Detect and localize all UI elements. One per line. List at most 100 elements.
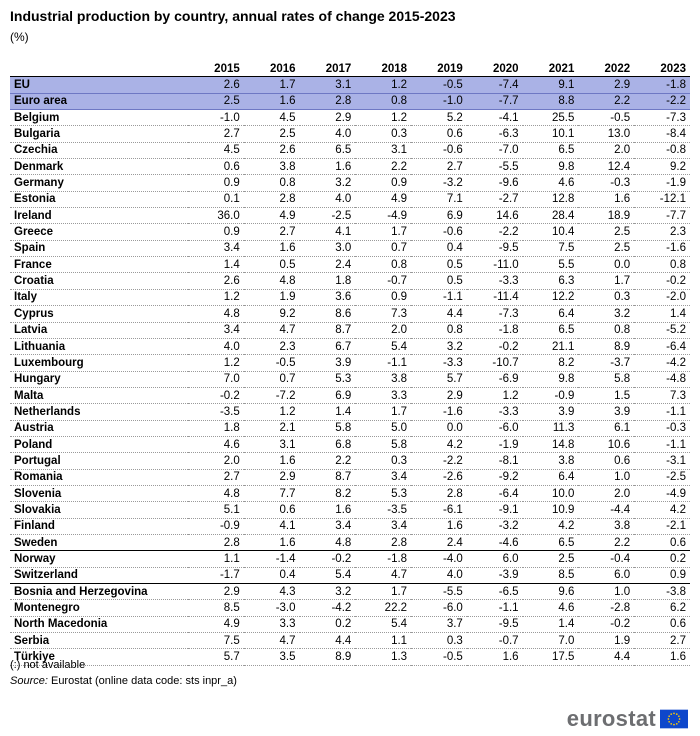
value-cell: 1.6 <box>243 240 300 258</box>
value-cell: 3.4 <box>188 240 244 258</box>
value-cell: 8.7 <box>299 469 356 486</box>
value-cell: -9.5 <box>466 616 523 634</box>
table-row: Norway 1.1 -1.4 -0.2 -1.8 -4.0 6.0 2.5 -0.4 0.2 <box>10 550 690 568</box>
value-cell: 2.7 <box>634 632 690 650</box>
footnote: (:) not available <box>10 659 86 671</box>
source-text: Eurostat (online data code: sts inpr_a) <box>47 675 237 687</box>
value-cell: 3.3 <box>355 387 412 405</box>
value-cell: 6.5 <box>522 534 579 552</box>
value-cell: 11.3 <box>522 420 579 437</box>
table-row: Luxembourg 1.2 -0.5 3.9 -1.1 -3.3 -10.7 8.2 -3.7… <box>10 354 690 372</box>
value-cell: 2.6 <box>188 272 244 290</box>
value-cell: 1.7 <box>355 403 412 421</box>
value-cell: 4.1 <box>299 223 356 241</box>
value-cell: 1.6 <box>411 518 467 535</box>
value-cell: -4.8 <box>634 371 690 388</box>
value-cell: 9.8 <box>522 158 579 176</box>
flag-star <box>668 715 670 718</box>
value-cell: -3.0 <box>243 599 300 617</box>
value-cell: 4.6 <box>188 436 244 454</box>
value-cell: 6.2 <box>634 599 690 617</box>
value-cell: -7.0 <box>466 142 523 160</box>
country-name: Germany <box>10 174 188 192</box>
flag-star <box>678 720 680 723</box>
value-cell: 28.4 <box>522 207 579 225</box>
table-row: Germany 0.9 0.8 3.2 0.9 -3.2 -9.6 4.6 -0.3 -1.9 <box>10 174 690 192</box>
value-cell: 5.7 <box>188 648 244 666</box>
value-cell: -0.2 <box>634 272 690 290</box>
value-cell: 3.5 <box>243 648 300 666</box>
value-cell: 4.9 <box>355 191 412 209</box>
value-cell: 2.9 <box>411 387 467 405</box>
value-cell: -0.9 <box>522 387 579 405</box>
value-cell: 2.3 <box>243 338 300 356</box>
country-name: Slovenia <box>10 485 188 503</box>
value-cell: 1.9 <box>578 632 635 650</box>
value-cell: -3.5 <box>355 501 412 519</box>
value-cell: 6.9 <box>411 207 467 225</box>
value-cell: 7.1 <box>411 191 467 209</box>
value-cell: 7.3 <box>355 305 412 323</box>
value-cell: 6.5 <box>299 142 356 160</box>
value-cell: 1.4 <box>522 616 579 634</box>
value-cell: 0.6 <box>634 616 690 634</box>
value-cell: -0.2 <box>299 550 356 568</box>
value-cell: -0.2 <box>466 338 523 356</box>
value-cell: -0.6 <box>411 223 467 241</box>
value-cell: 4.9 <box>243 207 300 225</box>
country-name: Hungary <box>10 371 188 388</box>
value-cell: 2.2 <box>578 93 635 111</box>
value-cell: 1.2 <box>355 76 412 94</box>
country-name: Finland <box>10 518 188 535</box>
value-cell: -6.5 <box>466 582 523 601</box>
country-name: Greece <box>10 223 188 241</box>
value-cell: 1.2 <box>243 403 300 421</box>
header-year: 2018 <box>355 61 412 78</box>
value-cell: 1.6 <box>578 191 635 209</box>
value-cell: 0.8 <box>355 93 412 111</box>
country-name: Portugal <box>10 452 188 470</box>
value-cell: 10.4 <box>522 223 579 241</box>
value-cell: -3.2 <box>411 174 467 192</box>
table-row: Spain 3.4 1.6 3.0 0.7 0.4 -9.5 7.5 2.5 -1.6 <box>10 240 690 258</box>
value-cell: 6.8 <box>299 436 356 454</box>
value-cell: 4.1 <box>243 518 300 535</box>
value-cell: 8.5 <box>522 567 579 585</box>
value-cell: -8.4 <box>634 125 690 143</box>
table-row: Sweden 2.8 1.6 4.8 2.8 2.4 -4.6 6.5 2.2 0.6 <box>10 534 690 552</box>
value-cell: -9.6 <box>466 174 523 192</box>
table-row: Cyprus 4.8 9.2 8.6 7.3 4.4 -7.3 6.4 3.2 1.4 <box>10 305 690 323</box>
value-cell: 2.9 <box>578 76 635 94</box>
value-cell: 0.4 <box>411 240 467 258</box>
header-row: 2015 2016 2017 2018 2019 2020 2021 2022 2023 <box>10 61 690 78</box>
flag-star <box>673 712 675 715</box>
flag-star <box>670 713 673 715</box>
value-cell: 2.8 <box>355 534 412 552</box>
value-cell: 9.6 <box>522 582 579 601</box>
value-cell: 8.6 <box>299 305 356 323</box>
value-cell: 4.8 <box>188 305 244 323</box>
value-cell: 0.7 <box>355 240 412 258</box>
value-cell: -2.6 <box>411 469 467 486</box>
value-cell: -12.1 <box>634 191 690 209</box>
value-cell: 0.8 <box>243 174 300 192</box>
flag-star <box>678 718 681 720</box>
country-name: Montenegro <box>10 599 188 617</box>
value-cell: 4.7 <box>243 322 300 339</box>
value-cell: -2.8 <box>578 599 635 617</box>
value-cell: 6.1 <box>578 420 635 437</box>
value-cell: 6.4 <box>522 305 579 323</box>
value-cell: -6.3 <box>466 125 523 143</box>
table-row: Ireland 36.0 4.9 -2.5 -4.9 6.9 14.6 28.4 18.9 -7.… <box>10 207 690 225</box>
value-cell: 17.5 <box>522 648 579 666</box>
value-cell: -0.5 <box>411 76 467 94</box>
value-cell: -0.3 <box>634 420 690 437</box>
value-cell: 0.6 <box>634 534 690 552</box>
value-cell: -1.9 <box>634 174 690 192</box>
value-cell: -10.7 <box>466 354 523 372</box>
value-cell: 6.5 <box>522 142 579 160</box>
flag-star <box>673 723 675 726</box>
value-cell: 8.2 <box>299 485 356 503</box>
table-row: Hungary 7.0 0.7 5.3 3.8 5.7 -6.9 9.8 5.8 -4.8 <box>10 371 690 388</box>
value-cell: 1.3 <box>355 648 412 666</box>
